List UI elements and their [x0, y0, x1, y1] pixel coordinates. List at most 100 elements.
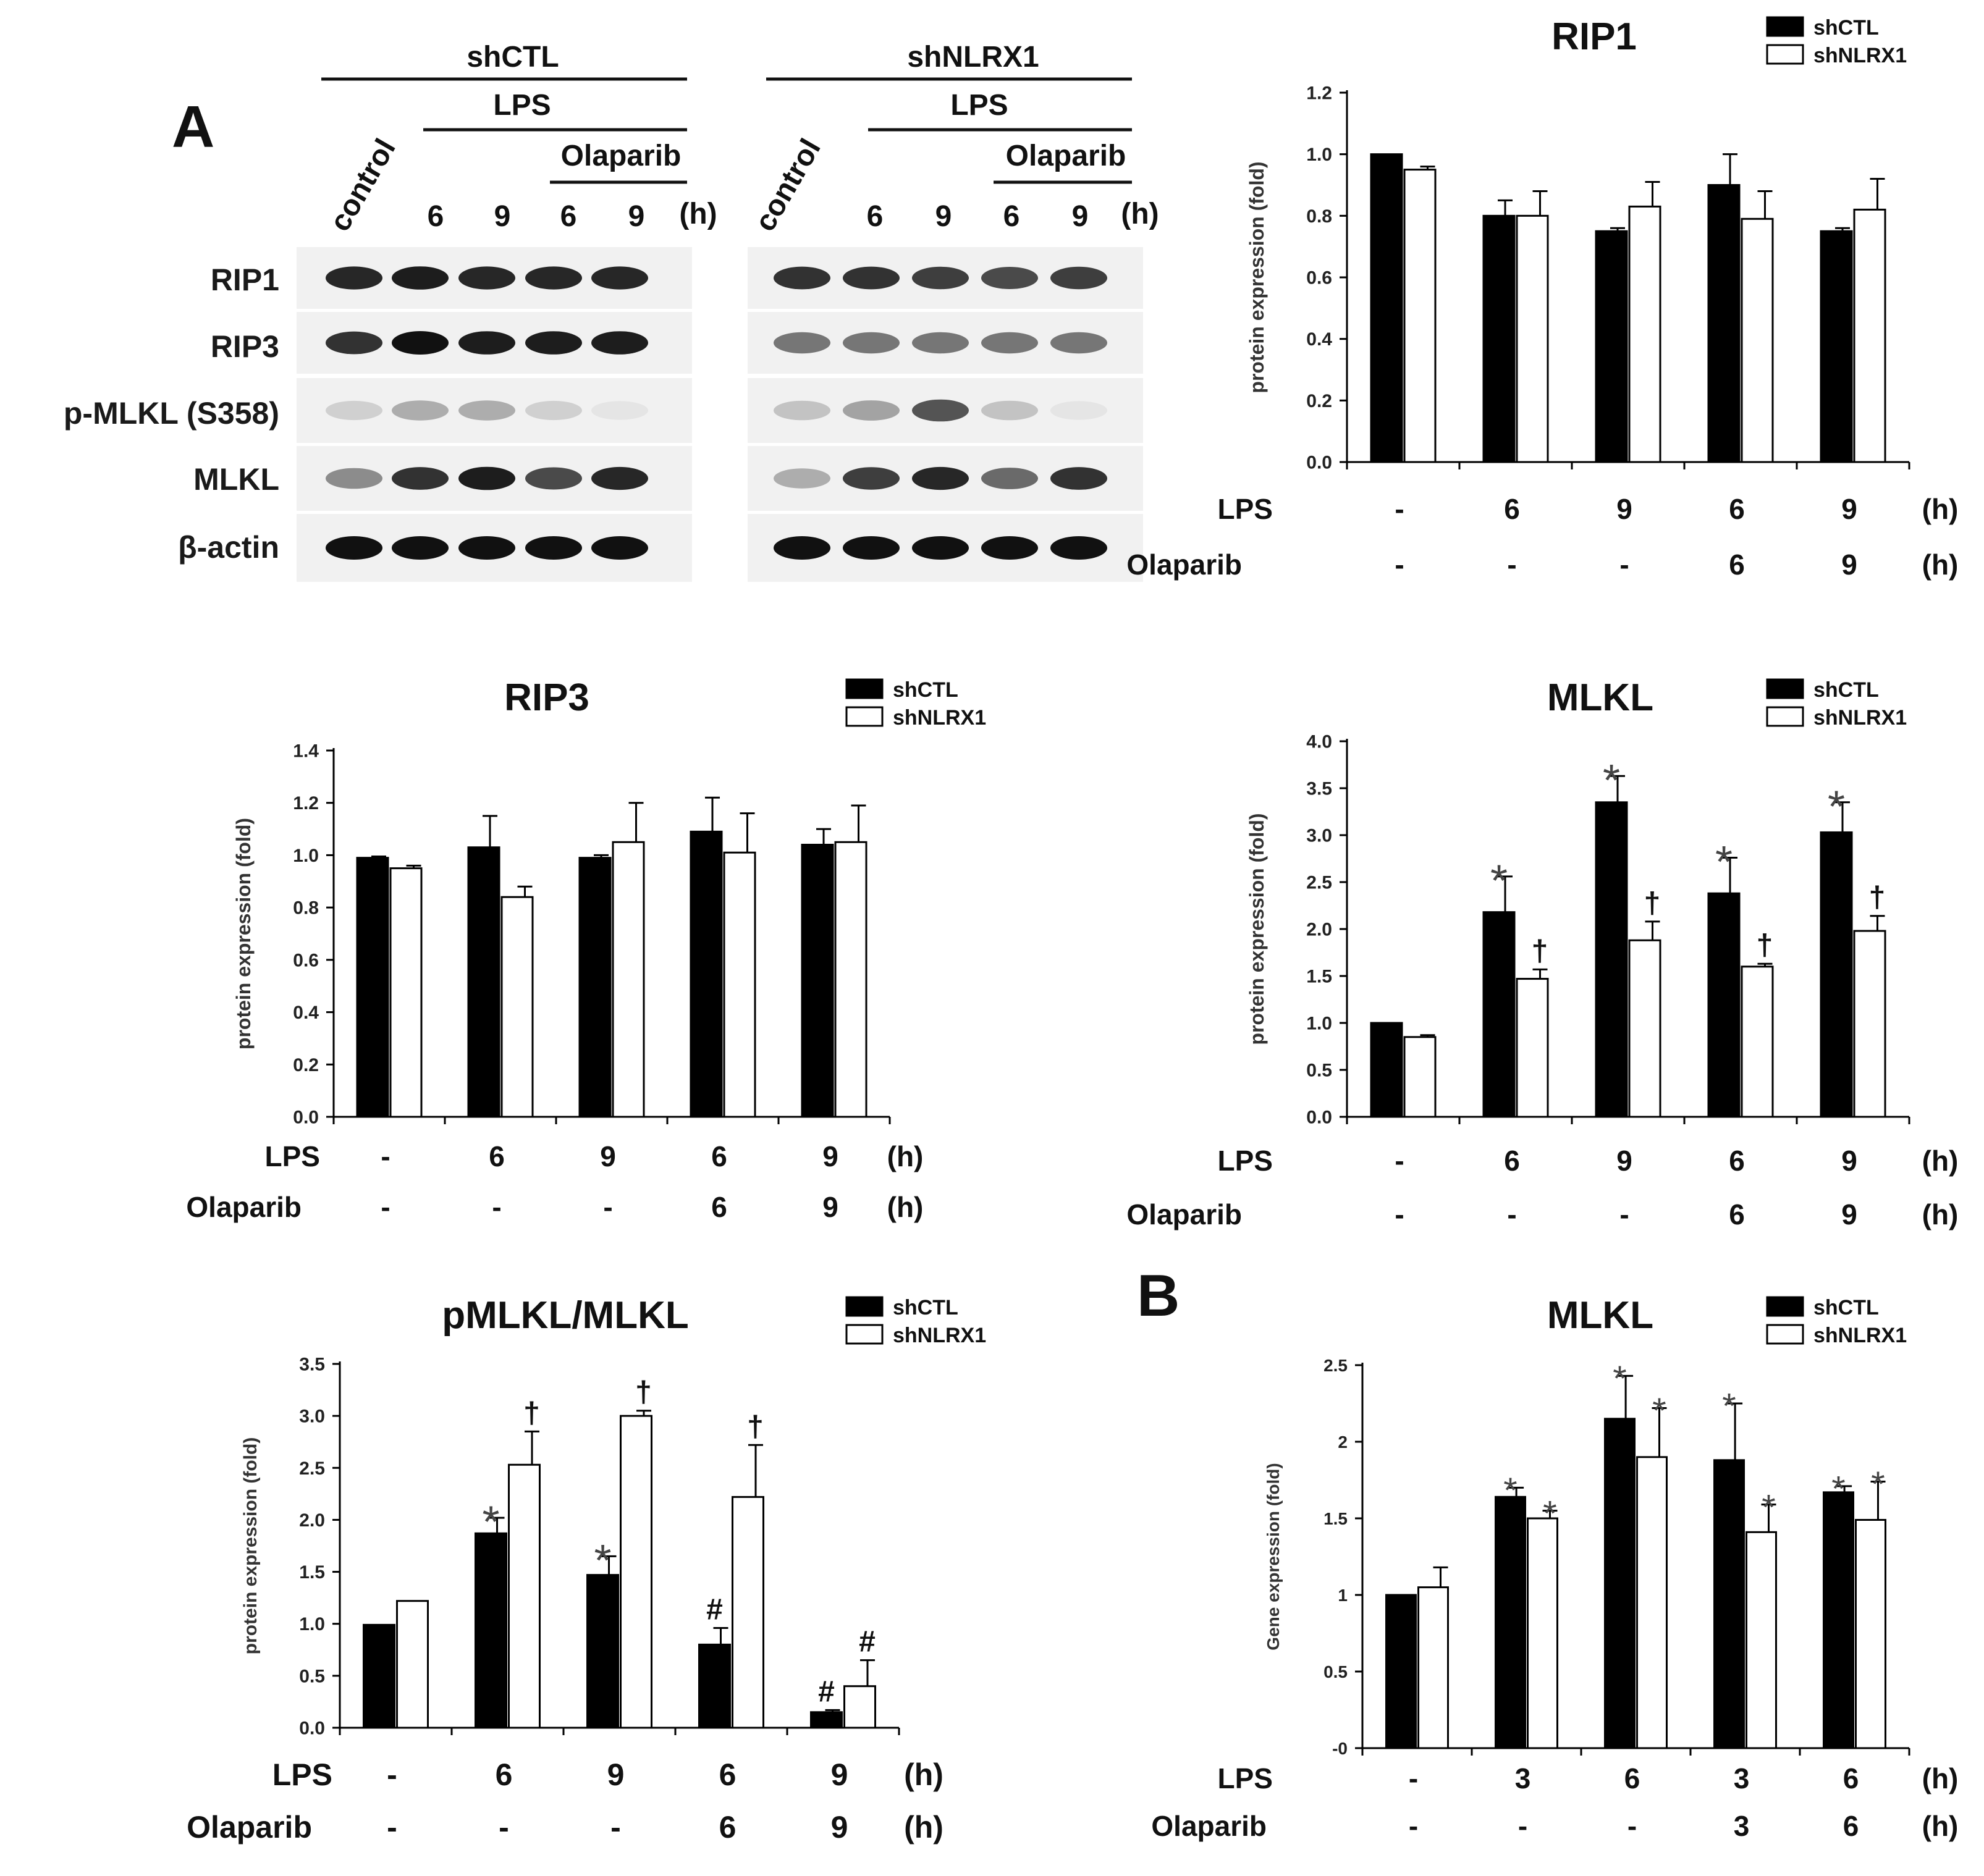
y-tick-label: 0.8	[293, 898, 319, 919]
lps-value: 9	[822, 1140, 838, 1172]
lps-value: 9	[1616, 1145, 1632, 1177]
significance-mark: *	[1503, 1471, 1517, 1510]
blot-band	[326, 468, 382, 489]
significance-mark: #	[859, 1626, 876, 1659]
chart-title: pMLKL/MLKL	[442, 1294, 688, 1337]
olaparib-value: -	[603, 1191, 612, 1223]
blot-lane-shctl-2: 9	[494, 200, 511, 233]
blot-band	[591, 401, 648, 420]
blot-band	[1050, 266, 1107, 290]
lps-value: -	[387, 1757, 397, 1792]
significance-mark: *	[482, 1498, 499, 1547]
condition-label-lps: LPS	[272, 1757, 332, 1792]
olaparib-value: 6	[1843, 1810, 1859, 1842]
legend-swatch-shctl	[845, 678, 884, 699]
y-tick-label: 4.0	[1306, 732, 1332, 752]
lps-value: 9	[600, 1140, 616, 1172]
legend-swatch-shctl	[1766, 16, 1804, 37]
bar-shctl	[1482, 911, 1516, 1118]
bar-shctl	[363, 1623, 395, 1729]
significance-mark: *	[1543, 1494, 1556, 1533]
blot-lane-shctl-4: 9	[628, 200, 645, 233]
y-tick-label: 1.5	[1323, 1509, 1348, 1528]
blot-band	[981, 536, 1038, 560]
olaparib-value: 6	[719, 1810, 737, 1844]
blot-lane-control-shctl: control	[324, 133, 402, 237]
lps-value: 6	[1843, 1762, 1859, 1794]
blot-band	[326, 266, 382, 290]
bar-shnlrx1	[1741, 965, 1774, 1118]
lps-value: 6	[1504, 1145, 1520, 1177]
y-tick-label: 1	[1338, 1586, 1348, 1605]
olaparib-value: -	[1518, 1810, 1527, 1842]
blot-row-label-rip1: RIP1	[211, 263, 279, 297]
blot-band	[591, 266, 648, 290]
significance-mark: *	[1603, 756, 1620, 806]
blot-band	[774, 468, 830, 489]
lps-value: 6	[1624, 1762, 1640, 1794]
blot-lane-shctl-3: 6	[560, 200, 577, 233]
blot-band	[912, 536, 969, 560]
unit-label: (h)	[1922, 1810, 1959, 1842]
chart-mlkl: MLKL shCTL shNLRX1 0.0 0.5 1.0 1.5 2.0 2.5 3.0 3.5…	[1126, 676, 1958, 1230]
y-tick-label: 0.2	[293, 1055, 319, 1075]
y-tick-label: 0.0	[1306, 453, 1332, 473]
y-tick-label: 2.0	[299, 1510, 325, 1531]
legend-swatch-shctl	[845, 1296, 884, 1317]
olaparib-value: -	[1507, 1198, 1516, 1230]
bar-shctl	[1370, 153, 1403, 463]
lps-value: -	[381, 1140, 390, 1172]
legend-label-shctl: shCTL	[1813, 16, 1879, 40]
y-tick-label: 0.6	[293, 950, 319, 970]
blot-band	[525, 266, 582, 290]
bar-shnlrx1	[843, 1685, 876, 1729]
blot-olaparib-label-shctl: Olaparib	[561, 140, 682, 172]
significance-mark: †	[1644, 887, 1661, 920]
blot-band	[525, 331, 582, 355]
condition-label-olaparib: Olaparib	[187, 1810, 312, 1844]
significance-mark: *	[594, 1536, 611, 1586]
olaparib-value: -	[1395, 549, 1404, 581]
blot-lane-unit-shctl: (h)	[679, 198, 717, 230]
blot-strip	[297, 378, 692, 443]
blot-band	[326, 536, 382, 560]
blot-band	[392, 536, 449, 560]
blot-lane-control-shnlrx1: control	[749, 133, 827, 237]
blot-lane-shnlrx1-3: 6	[1003, 200, 1020, 233]
significance-mark: †	[1532, 935, 1548, 967]
significance-mark: #	[818, 1675, 835, 1708]
y-tick-label: 2.5	[1323, 1356, 1348, 1375]
blot-strips	[297, 247, 1143, 582]
lps-value: -	[1409, 1762, 1418, 1794]
y-axis-label: Gene expression (fold)	[1264, 1463, 1283, 1650]
bar-shctl	[586, 1574, 619, 1729]
bar-shnlrx1	[500, 896, 534, 1118]
bar-shnlrx1	[1628, 939, 1661, 1118]
lps-value: 9	[607, 1757, 625, 1792]
lps-value: 6	[719, 1757, 737, 1792]
bar-shctl	[1707, 892, 1741, 1118]
blot-band	[843, 400, 900, 421]
bar-shnlrx1	[1741, 217, 1774, 463]
lps-value: 6	[1729, 493, 1745, 525]
lps-value: -	[1395, 493, 1404, 525]
olaparib-value: 3	[1734, 1810, 1750, 1842]
lps-value: 9	[1841, 1145, 1857, 1177]
blot-group-title-shctl: shCTL	[466, 41, 559, 74]
bar-shctl	[1370, 1022, 1403, 1118]
y-axis-label: protein expression (fold)	[232, 818, 255, 1049]
unit-label: (h)	[1922, 493, 1959, 525]
olaparib-value: -	[1619, 549, 1629, 581]
blot-band	[392, 467, 449, 490]
chart-title: MLKL	[1547, 1294, 1653, 1337]
bar-shctl	[1385, 1594, 1417, 1749]
unit-label: (h)	[1922, 549, 1959, 581]
unit-label: (h)	[887, 1191, 924, 1223]
unit-label: (h)	[887, 1140, 924, 1172]
legend-swatch-shnlrx1	[1766, 1324, 1804, 1345]
bar-shnlrx1	[732, 1495, 764, 1729]
blot-band	[981, 400, 1038, 421]
olaparib-value: -	[1507, 549, 1516, 581]
y-axis-label: protein expression (fold)	[1246, 813, 1268, 1045]
blot-lps-label-shctl: LPS	[493, 89, 551, 122]
